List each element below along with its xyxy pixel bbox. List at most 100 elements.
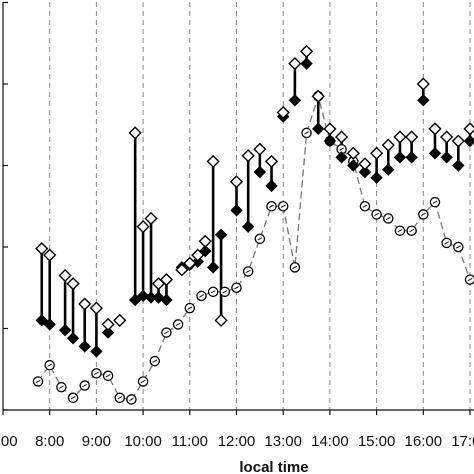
open-diamond-point bbox=[159, 273, 174, 287]
x-axis-title: local time bbox=[239, 459, 308, 474]
open-circle-point-dash bbox=[93, 371, 99, 375]
open-circle-point-dash bbox=[409, 229, 415, 233]
open-diamond-point bbox=[451, 134, 465, 148]
open-circle-point-dash bbox=[432, 200, 438, 204]
open-diamond-point bbox=[175, 263, 189, 277]
open-circle-point-dash bbox=[245, 269, 251, 274]
filled-diamond-point bbox=[440, 151, 453, 164]
x-tick-label: 13:00 bbox=[264, 433, 302, 450]
open-circle-point-dash bbox=[467, 278, 473, 282]
open-diamond-point bbox=[346, 146, 360, 160]
open-circle-point-dash bbox=[397, 229, 403, 233]
filled-diamond-point bbox=[90, 345, 103, 358]
open-circle-point-dash bbox=[420, 212, 426, 216]
open-diamond-point bbox=[241, 149, 255, 163]
open-diamond-point bbox=[229, 175, 244, 189]
open-circle-point-dash bbox=[444, 241, 450, 245]
filled-diamond-point bbox=[347, 159, 360, 172]
filled-diamond-point bbox=[206, 261, 220, 274]
open-circle-point-dash bbox=[292, 265, 298, 269]
filled-diamond-point bbox=[66, 332, 80, 345]
filled-diamond-point bbox=[43, 318, 56, 331]
open-diamond-point bbox=[405, 130, 419, 144]
open-diamond-point bbox=[136, 220, 150, 234]
open-diamond-point bbox=[113, 313, 127, 327]
filled-diamond-point bbox=[265, 179, 278, 193]
open-diamond-point bbox=[311, 89, 325, 103]
plot-area bbox=[3, 2, 474, 408]
plot-frame bbox=[3, 2, 474, 408]
open-diamond-point bbox=[288, 57, 302, 71]
open-circle-point-dash bbox=[175, 322, 181, 327]
open-circle-point-dash bbox=[105, 374, 111, 378]
open-diamond-point bbox=[253, 142, 267, 156]
open-diamond-point bbox=[299, 44, 314, 58]
x-tick-labels: 7:00 8:00 9:00 10:00 11:00 12:00 13:00 14:00 15:… bbox=[0, 410, 474, 450]
filled-diamond-point bbox=[128, 293, 142, 307]
filled-diamond-point bbox=[288, 94, 302, 107]
filled-diamond-point bbox=[253, 165, 267, 179]
open-diamond-point bbox=[393, 130, 407, 144]
open-diamond-point bbox=[128, 126, 142, 140]
x-tick-label: 11:00 bbox=[172, 433, 208, 450]
filled-diamond-point bbox=[300, 57, 313, 70]
filled-diamond-point bbox=[463, 134, 474, 148]
open-diamond-point bbox=[276, 105, 290, 120]
open-circle-point-dash bbox=[129, 397, 134, 402]
open-diamond-point bbox=[206, 154, 220, 169]
x-tick-label: 7:00 bbox=[0, 433, 18, 450]
open-diamond-point bbox=[370, 146, 384, 160]
open-diamond-point bbox=[440, 130, 454, 144]
open-diamond-point bbox=[35, 242, 49, 256]
open-diamond-point bbox=[428, 122, 442, 136]
open-circle-point-dash bbox=[164, 330, 169, 335]
filled-diamond-point bbox=[417, 94, 430, 107]
open-diamond-point bbox=[101, 317, 115, 332]
x-tick-label: 9:00 bbox=[82, 433, 111, 450]
filled-diamond-point bbox=[78, 340, 91, 353]
open-diamond-point bbox=[416, 77, 430, 91]
open-diamond-point bbox=[381, 138, 395, 152]
open-diamond-point bbox=[191, 248, 205, 262]
open-circle-point-dash bbox=[385, 216, 391, 221]
x-tick-label: 15:00 bbox=[358, 433, 396, 450]
open-diamond-point bbox=[43, 248, 57, 262]
open-diamond-point bbox=[264, 154, 279, 169]
open-diamond-point bbox=[198, 234, 212, 248]
open-circle-point-dash bbox=[70, 396, 76, 400]
filled-diamond-point bbox=[405, 151, 418, 164]
open-circle-point-dash bbox=[339, 147, 344, 151]
open-circle-point-dash bbox=[187, 306, 193, 310]
open-circle-point-dash bbox=[455, 245, 461, 249]
filled-diamond-point bbox=[101, 326, 115, 339]
x-tick-label: 12:00 bbox=[218, 433, 256, 450]
open-circle-point-dash bbox=[234, 286, 239, 290]
filled-diamond-point bbox=[214, 228, 228, 241]
filled-diamond-point bbox=[335, 151, 348, 164]
open-circle-point-dash bbox=[82, 383, 88, 388]
x-tick-label: 14:00 bbox=[311, 433, 349, 450]
open-circle-point-dash bbox=[140, 379, 146, 384]
open-diamond-point bbox=[66, 277, 80, 291]
open-circle-point-dash bbox=[210, 290, 216, 294]
open-circle-point-dash bbox=[374, 212, 380, 216]
filled-diamond-point bbox=[58, 323, 72, 337]
filled-diamond-point bbox=[358, 165, 372, 179]
filled-diamond-point bbox=[241, 220, 255, 233]
open-circle-point-dash bbox=[222, 290, 228, 294]
filled-diamond-point bbox=[393, 151, 407, 164]
x-tick-label: 16:00 bbox=[405, 433, 443, 450]
open-diamond-point bbox=[358, 157, 372, 171]
open-circle-point-dash bbox=[117, 396, 123, 400]
open-diamond-point bbox=[323, 122, 337, 136]
filled-diamond-point bbox=[160, 293, 173, 307]
open-diamond-point bbox=[89, 301, 103, 315]
axes bbox=[2, 2, 474, 411]
filled-diamond-point bbox=[428, 147, 442, 160]
y-tick-marks bbox=[3, 1, 8, 411]
filled-diamond-point bbox=[323, 134, 337, 148]
open-circle-point-dash bbox=[199, 294, 204, 298]
open-diamond-point bbox=[58, 268, 72, 283]
filled-diamond-point bbox=[35, 314, 48, 327]
